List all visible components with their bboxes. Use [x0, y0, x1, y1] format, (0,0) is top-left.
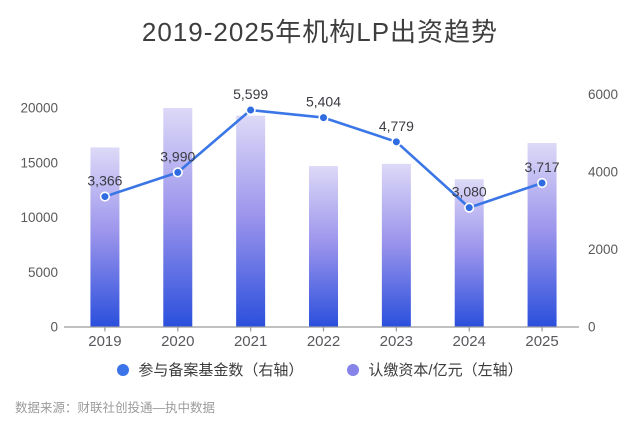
x-axis-label-2025: 2025	[525, 333, 558, 350]
x-axis-label-2021: 2021	[234, 333, 267, 350]
bar-2020	[163, 108, 193, 327]
bar-2022	[309, 166, 338, 327]
data-label-2023: 4,779	[379, 118, 414, 134]
right-axis-tick-label: 6000	[588, 87, 618, 102]
left-axis-tick-label: 20000	[20, 101, 58, 116]
data-label-2021: 5,599	[233, 86, 268, 102]
x-axis-label-2019: 2019	[88, 333, 121, 350]
data-source-note: 数据来源：财联社创投通—执中数据	[15, 401, 216, 415]
bar-2021	[236, 115, 266, 327]
data-label-2022: 5,404	[306, 94, 341, 110]
right-axis-tick-label: 2000	[588, 242, 618, 257]
left-axis-tick-label: 5000	[28, 265, 58, 280]
chart-legend: 参与备案基金数（右轴） 认缴资本/亿元（左轴）	[0, 359, 640, 380]
line-point-2021	[245, 104, 256, 116]
line-point-2019	[99, 191, 111, 202]
data-label-2024: 3,080	[452, 184, 487, 200]
legend-dot-line-series-icon	[117, 363, 130, 376]
x-axis-label-2023: 2023	[380, 333, 413, 350]
left-axis-tick-label: 15000	[20, 155, 58, 170]
left-axis-tick-label: 0	[50, 320, 58, 335]
bar-2025	[527, 143, 557, 327]
data-label-2020: 3,990	[160, 148, 195, 164]
x-axis-label-2024: 2024	[453, 333, 486, 350]
line-point-2022	[318, 112, 329, 123]
legend-item-bar-series: 认缴资本/亿元（左轴）	[347, 359, 523, 380]
right-axis-tick-label: 0	[588, 320, 596, 335]
legend-dot-bar-series-icon	[347, 363, 360, 376]
x-axis-label-2020: 2020	[161, 333, 194, 350]
x-axis-label-2022: 2022	[307, 333, 340, 350]
chart-title: 2019-2025年机构LP出资趋势	[141, 17, 499, 47]
bar-2023	[381, 163, 411, 327]
data-label-2019: 3,366	[87, 173, 122, 189]
right-axis-tick-label: 4000	[588, 165, 618, 180]
combo-chart-canvas: 2019 2020 2021 2022 2023 2024 2025 0 5000 10000 15…	[20, 86, 618, 350]
legend-label: 参与备案基金数（右轴）	[138, 362, 304, 379]
left-axis-tick-label: 10000	[20, 210, 58, 225]
legend-item-line-series: 参与备案基金数（右轴）	[117, 359, 303, 380]
line-point-2025	[536, 177, 548, 189]
data-label-2025: 3,717	[525, 159, 560, 175]
line-point-2024	[464, 202, 475, 213]
line-point-2020	[172, 167, 183, 178]
bar-2024	[454, 179, 484, 327]
legend-label: 认缴资本/亿元（左轴）	[368, 362, 523, 379]
line-point-2023	[391, 136, 402, 147]
bar-2019	[90, 147, 120, 327]
